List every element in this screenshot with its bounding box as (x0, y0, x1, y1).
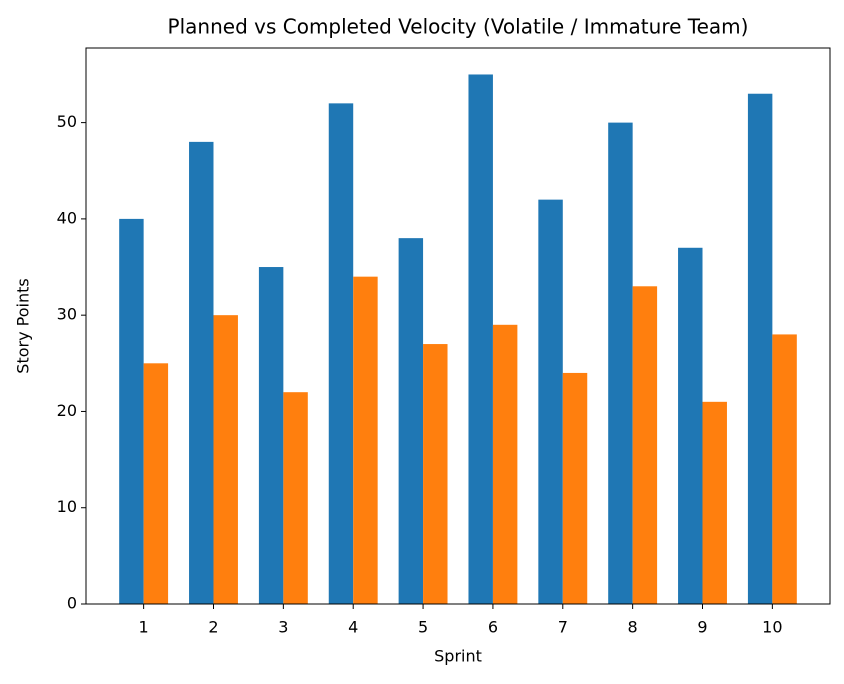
bar (189, 141, 214, 605)
x-tick-label: 9 (697, 618, 707, 637)
bar (423, 344, 448, 604)
bar (608, 122, 633, 604)
plot-frame (85, 47, 831, 605)
bar (258, 267, 284, 604)
bar (538, 199, 563, 605)
y-tick-label: 40 (57, 208, 77, 227)
bar (328, 103, 354, 604)
bar (678, 247, 703, 604)
bar (398, 238, 424, 604)
bar (562, 372, 588, 604)
bar (702, 401, 727, 604)
x-tick-label: 4 (348, 618, 358, 637)
x-tick-label: 6 (488, 618, 498, 637)
y-tick-label: 0 (67, 594, 77, 613)
x-tick-label: 5 (418, 618, 428, 637)
x-tick-label: 2 (208, 618, 218, 637)
x-tick-label: 7 (558, 618, 568, 637)
y-tick-label: 20 (57, 401, 77, 420)
chart-title: Planned vs Completed Velocity (Volatile … (168, 15, 749, 39)
bar (492, 324, 518, 604)
bar (772, 334, 797, 604)
x-tick-label: 1 (139, 618, 149, 637)
bar (468, 74, 493, 604)
x-tick-label: 10 (762, 618, 782, 637)
bar (747, 93, 773, 604)
bar (143, 363, 169, 604)
y-tick-label: 10 (57, 497, 77, 516)
bar (353, 276, 378, 604)
bar (283, 392, 308, 604)
bar (213, 315, 238, 604)
y-tick-label: 30 (57, 305, 77, 324)
bar (119, 218, 144, 604)
bar (632, 286, 658, 604)
x-axis-label: Sprint (434, 647, 482, 666)
y-tick-label: 50 (57, 112, 77, 131)
x-tick-label: 8 (628, 618, 638, 637)
y-axis-label: Story Points (14, 278, 33, 373)
x-tick-label: 3 (278, 618, 288, 637)
